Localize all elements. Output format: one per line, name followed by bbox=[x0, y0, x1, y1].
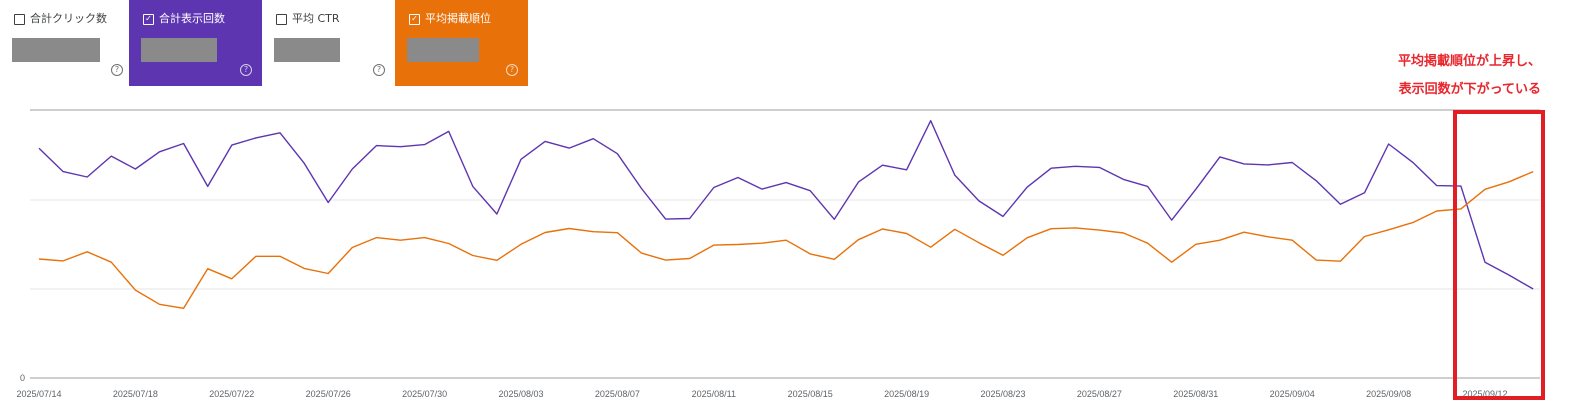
x-tick-label: 2025/08/07 bbox=[595, 389, 640, 399]
highlight-box bbox=[1453, 110, 1545, 400]
metric-card-header: 平均 CTR bbox=[276, 12, 395, 26]
metric-card-average-position[interactable]: ✓ 平均掲載順位 ? bbox=[395, 0, 528, 86]
annotation-line-2: 表示回数が下がっている bbox=[1398, 82, 1541, 97]
metric-card-header: 合計クリック数 bbox=[14, 12, 133, 26]
metric-card-total-impressions[interactable]: ✓ 合計表示回数 ? bbox=[129, 0, 262, 86]
metric-label: 平均 CTR bbox=[292, 12, 340, 25]
x-tick-label: 2025/08/31 bbox=[1173, 389, 1218, 399]
x-tick-label: 2025/08/23 bbox=[980, 389, 1025, 399]
x-tick-label: 2025/07/14 bbox=[16, 389, 61, 399]
x-tick-label: 2025/08/03 bbox=[498, 389, 543, 399]
annotation: 平均掲載順位が上昇し、 表示回数が下がっている bbox=[1398, 48, 1541, 104]
help-icon[interactable]: ? bbox=[111, 64, 123, 76]
x-tick-label: 2025/09/12 bbox=[1462, 389, 1507, 399]
redacted-value bbox=[274, 38, 340, 62]
metric-label: 合計表示回数 bbox=[159, 12, 225, 25]
metric-card-total-clicks[interactable]: 合計クリック数 ? bbox=[0, 0, 133, 86]
redacted-value bbox=[407, 38, 479, 62]
redacted-value bbox=[12, 38, 100, 62]
help-icon[interactable]: ? bbox=[506, 64, 518, 76]
checkbox-icon[interactable]: ✓ bbox=[409, 13, 420, 25]
checkbox-icon[interactable]: ✓ bbox=[143, 13, 154, 25]
checkbox-icon[interactable] bbox=[276, 13, 287, 25]
x-tick-label: 2025/07/22 bbox=[209, 389, 254, 399]
x-tick-label: 2025/08/27 bbox=[1077, 389, 1122, 399]
metric-card-header: ✓ 合計表示回数 bbox=[143, 12, 262, 26]
x-tick-label: 2025/07/18 bbox=[113, 389, 158, 399]
metric-card-header: ✓ 平均掲載順位 bbox=[409, 12, 528, 26]
y-tick-label: 0 bbox=[20, 373, 25, 383]
x-tick-label: 2025/07/30 bbox=[402, 389, 447, 399]
x-tick-label: 2025/09/04 bbox=[1270, 389, 1315, 399]
x-tick-label: 2025/08/15 bbox=[788, 389, 833, 399]
help-icon[interactable]: ? bbox=[240, 64, 252, 76]
metric-card-average-ctr[interactable]: 平均 CTR ? bbox=[262, 0, 395, 86]
redacted-value bbox=[141, 38, 217, 62]
metric-cards: 合計クリック数 ? ✓ 合計表示回数 ? 平均 CTR ? ✓ 平均掲載順位 ? bbox=[0, 0, 540, 86]
x-tick-label: 2025/07/26 bbox=[306, 389, 351, 399]
x-tick-label: 2025/09/08 bbox=[1366, 389, 1411, 399]
x-tick-label: 2025/08/19 bbox=[884, 389, 929, 399]
metric-label: 合計クリック数 bbox=[30, 12, 107, 25]
checkbox-icon[interactable] bbox=[14, 13, 25, 25]
series-line-2 bbox=[38, 170, 1534, 309]
metric-label: 平均掲載順位 bbox=[425, 12, 491, 25]
annotation-line-1: 平均掲載順位が上昇し、 bbox=[1397, 54, 1541, 69]
x-tick-label: 2025/08/11 bbox=[692, 389, 736, 399]
series-line-1 bbox=[38, 119, 1534, 290]
help-icon[interactable]: ? bbox=[373, 64, 385, 76]
